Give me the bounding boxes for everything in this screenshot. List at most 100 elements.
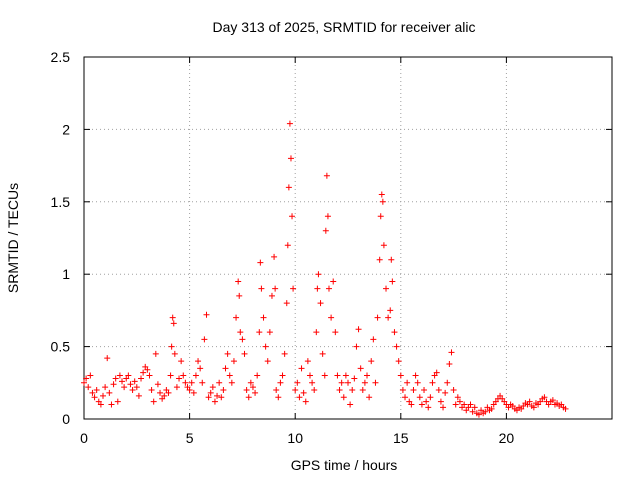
data-point [236, 292, 243, 299]
data-point [258, 285, 265, 292]
data-point [186, 387, 193, 394]
data-point [442, 389, 449, 396]
data-point [385, 314, 392, 321]
data-point [377, 213, 384, 220]
data-point [399, 387, 406, 394]
data-point [214, 392, 221, 399]
data-point [330, 278, 337, 285]
data-point [168, 343, 175, 350]
data-point [272, 285, 279, 292]
y-tick-label: 0.5 [51, 339, 71, 355]
y-tick-label: 0 [62, 411, 70, 427]
data-point [357, 365, 364, 372]
data-point [549, 397, 556, 404]
data-point [284, 242, 291, 249]
data-point [342, 372, 349, 379]
data-point [314, 285, 321, 292]
data-point [461, 401, 468, 408]
data-point [237, 329, 244, 336]
data-point [456, 398, 463, 405]
data-point [412, 372, 419, 379]
data-point [116, 372, 123, 379]
data-point [397, 372, 404, 379]
data-point [311, 387, 318, 394]
data-point [309, 379, 316, 386]
data-point [294, 379, 301, 386]
data-point [541, 394, 548, 401]
data-point [391, 329, 398, 336]
data-point [102, 384, 109, 391]
data-point [355, 326, 362, 333]
data-point [131, 378, 138, 385]
data-point [526, 398, 533, 405]
data-point [313, 329, 320, 336]
data-point [302, 398, 309, 405]
data-point [322, 227, 329, 234]
data-point [171, 350, 178, 357]
data-point [347, 401, 354, 408]
data-point [190, 389, 197, 396]
data-point [283, 300, 290, 307]
data-point [275, 394, 282, 401]
data-point [340, 394, 347, 401]
data-point [157, 389, 164, 396]
data-point [110, 381, 117, 388]
data-point [273, 387, 280, 394]
data-point [336, 387, 343, 394]
data-point [169, 314, 176, 321]
data-point [93, 387, 100, 394]
data-point [154, 381, 161, 388]
data-point [247, 379, 254, 386]
grid-lines [84, 57, 612, 419]
data-point [530, 404, 537, 411]
data-point [319, 350, 326, 357]
data-point [321, 372, 328, 379]
data-point [257, 259, 264, 266]
data-point [249, 384, 256, 391]
data-point [224, 350, 231, 357]
data-points [81, 120, 569, 418]
data-point [374, 314, 381, 321]
data-point [450, 387, 457, 394]
data-point [475, 411, 482, 418]
data-point [383, 285, 390, 292]
data-point [133, 384, 140, 391]
data-point [376, 256, 383, 263]
x-tick-label: 15 [393, 430, 409, 446]
data-point [349, 387, 356, 394]
data-point [353, 343, 360, 350]
chart-title: Day 313 of 2025, SRMTID for receiver ali… [213, 19, 476, 35]
x-axis-label: GPS time / hours [291, 457, 398, 473]
data-point [562, 405, 569, 412]
data-point [364, 372, 371, 379]
data-point [241, 350, 248, 357]
data-point [437, 398, 444, 405]
data-point [150, 398, 157, 405]
x-tick-label: 5 [186, 430, 194, 446]
data-point [108, 401, 115, 408]
y-tick-label: 2.5 [51, 49, 71, 65]
y-tick-label: 2 [62, 121, 70, 137]
data-point [440, 404, 447, 411]
data-point [388, 256, 395, 263]
data-point [262, 343, 269, 350]
data-point [408, 401, 415, 408]
data-point [220, 387, 227, 394]
y-tick-label: 1 [62, 266, 70, 282]
y-tick-labels: 0 0.5 1 1.5 2 2.5 [51, 49, 71, 427]
data-point [252, 389, 259, 396]
data-point [427, 394, 434, 401]
data-point [378, 191, 385, 198]
y-axis-label: SRMTID / TECUs [5, 183, 21, 293]
data-point [161, 392, 168, 399]
data-point [91, 394, 98, 401]
data-point [89, 389, 96, 396]
data-point [271, 253, 278, 260]
data-point [87, 372, 94, 379]
data-point [315, 271, 322, 278]
axis-ticks [83, 56, 612, 420]
data-point [203, 311, 210, 318]
data-point [245, 394, 252, 401]
data-point [209, 384, 216, 391]
